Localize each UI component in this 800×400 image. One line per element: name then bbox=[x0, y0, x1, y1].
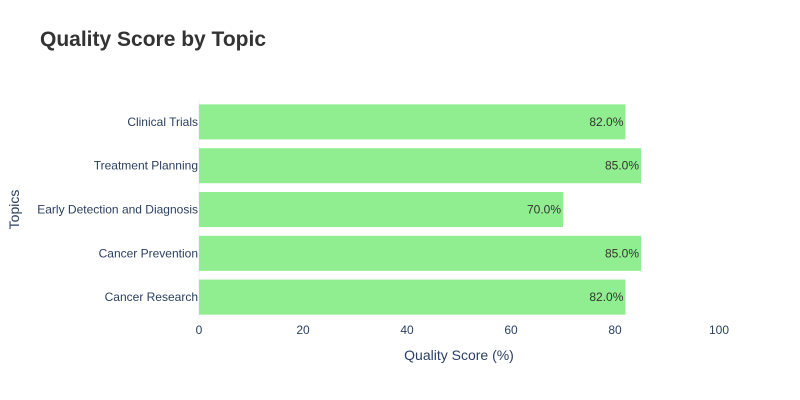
y-tick-label: Cancer Prevention bbox=[99, 246, 198, 260]
data-label: 85.0% bbox=[605, 159, 639, 173]
y-axis-title: Topics bbox=[6, 190, 22, 230]
x-tick-label: 20 bbox=[296, 323, 310, 337]
chart-title: Quality Score by Topic bbox=[40, 28, 266, 51]
x-tick-label: 100 bbox=[709, 323, 729, 337]
bar bbox=[199, 235, 641, 271]
bar bbox=[199, 104, 626, 140]
x-tick-label: 80 bbox=[608, 323, 622, 337]
y-tick-label: Cancer Research bbox=[105, 290, 198, 304]
bar bbox=[199, 148, 641, 184]
data-label: 85.0% bbox=[605, 246, 639, 260]
bar bbox=[199, 279, 626, 315]
data-label: 82.0% bbox=[589, 115, 623, 129]
y-tick-label: Early Detection and Diagnosis bbox=[37, 203, 198, 217]
x-tick-label: 0 bbox=[196, 323, 203, 337]
y-tick-label: Clinical Trials bbox=[127, 115, 198, 129]
bar bbox=[199, 191, 563, 228]
data-label: 70.0% bbox=[527, 203, 561, 217]
x-tick-label: 40 bbox=[400, 323, 414, 337]
data-label: 82.0% bbox=[589, 290, 623, 304]
x-tick-label: 60 bbox=[504, 323, 518, 337]
y-tick-label: Treatment Planning bbox=[94, 159, 198, 173]
x-axis-title: Quality Score (%) bbox=[404, 347, 514, 363]
